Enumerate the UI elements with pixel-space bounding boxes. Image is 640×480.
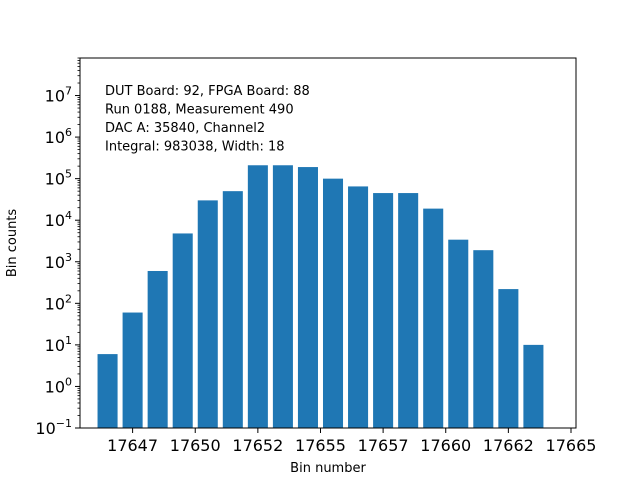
y-tick-base: 10 [45, 294, 65, 313]
bar [122, 312, 143, 428]
y-tick-base: 10 [45, 336, 65, 355]
y-tick-label: 101 [45, 334, 72, 355]
bar [348, 186, 369, 428]
y-tick-base: 10 [45, 87, 65, 106]
annotation-line: DAC A: 35840, Channel2 [105, 121, 265, 136]
bar [322, 178, 344, 428]
bar [247, 165, 268, 428]
y-tick-base: 10 [45, 253, 65, 272]
x-tick-label: 17647 [107, 436, 158, 455]
y-tick-exponent: 5 [65, 168, 72, 181]
x-tick-label: 17665 [546, 436, 597, 455]
x-tick-label: 17650 [170, 436, 221, 455]
bar [498, 289, 519, 428]
x-tick-label: 17660 [420, 436, 471, 455]
y-tick-label: 106 [45, 126, 72, 147]
y-axis-label: Bin counts [5, 209, 20, 278]
bar [398, 193, 419, 428]
annotation-line: Run 0188, Measurement 490 [105, 103, 294, 118]
x-tick-label: 17662 [483, 436, 534, 455]
annotation-line: Integral: 983038, Width: 18 [105, 140, 285, 155]
x-tick-label: 17655 [295, 436, 346, 455]
y-tick-label: 107 [45, 85, 72, 106]
bar [197, 200, 218, 428]
x-axis-label: Bin number [290, 461, 366, 476]
bar [373, 193, 394, 428]
y-tick-label: 102 [45, 292, 72, 313]
bar [147, 270, 168, 428]
annotation-block: DUT Board: 92, FPGA Board: 88 Run 0188, M… [105, 84, 310, 155]
bar [97, 354, 118, 428]
y-tick-exponent: 2 [65, 292, 72, 305]
y-tick-exponent: 6 [65, 126, 72, 139]
x-axis-ticks: 17647 17650 17652 17655 17657 17660 17662 17665 [107, 428, 596, 455]
y-tick-label: 105 [45, 168, 72, 189]
y-tick-exponent: 1 [65, 334, 72, 347]
x-tick-label: 17657 [358, 436, 409, 455]
bar [473, 250, 494, 428]
y-tick-label: 100 [45, 375, 72, 396]
y-tick-base: 10 [35, 419, 55, 438]
y-tick-label: 10−1 [35, 417, 72, 438]
y-tick-base: 10 [45, 377, 65, 396]
y-tick-base: 10 [45, 170, 65, 189]
y-tick-exponent: 3 [65, 251, 72, 264]
bar [448, 239, 469, 428]
bar [222, 191, 243, 428]
y-tick-base: 10 [45, 211, 65, 230]
annotation-line: DUT Board: 92, FPGA Board: 88 [105, 84, 310, 99]
y-tick-exponent: 0 [65, 375, 72, 388]
y-tick-base: 10 [45, 128, 65, 147]
bar [523, 344, 544, 428]
x-tick-label: 17652 [232, 436, 283, 455]
bar [423, 208, 444, 428]
bar [172, 233, 193, 428]
bars-group [97, 165, 544, 428]
y-tick-label: 104 [45, 209, 72, 230]
bar [297, 167, 318, 428]
plot-frame [79, 57, 577, 429]
y-tick-exponent: 4 [65, 209, 72, 222]
bar [272, 165, 293, 428]
y-tick-label: 103 [45, 251, 72, 272]
y-tick-exponent: −1 [56, 417, 72, 430]
y-tick-exponent: 7 [65, 85, 72, 98]
